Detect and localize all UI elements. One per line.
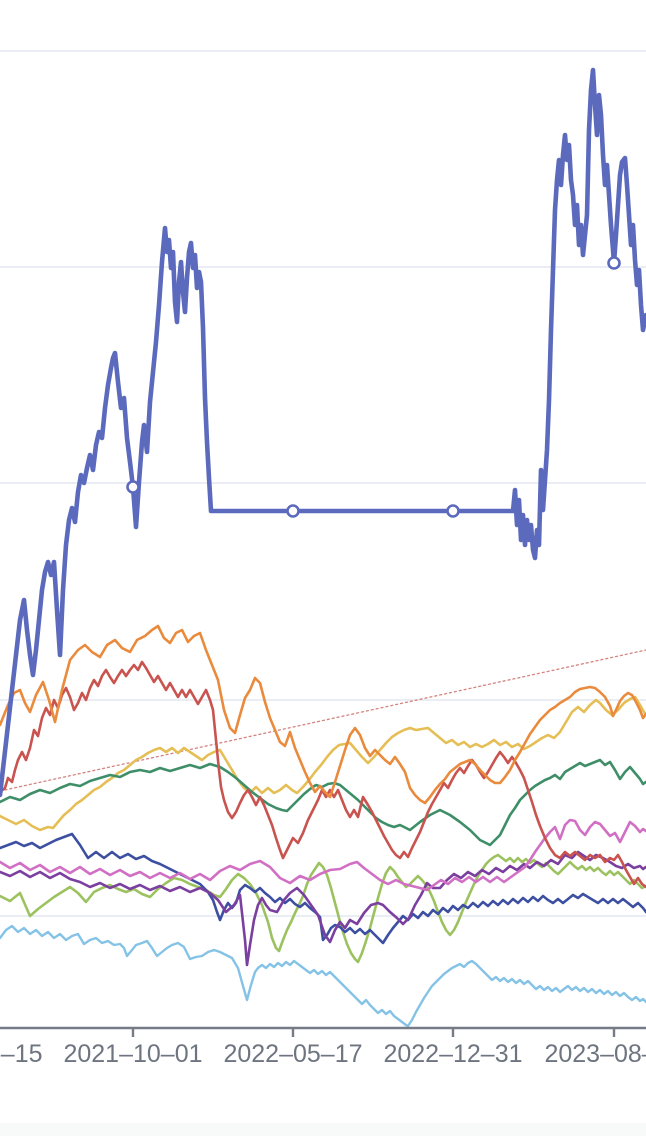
data-point-marker[interactable] (286, 504, 300, 518)
series-yellow-green-line (0, 853, 646, 964)
series-mustard-yellow-line (0, 695, 646, 832)
footer-strip (0, 1123, 646, 1136)
series-sky-blue-line (0, 924, 646, 1028)
x-tick-label: 2022–12–31 (383, 1040, 522, 1068)
series-trend-dotted-line (0, 649, 646, 792)
series-orange-line (0, 624, 646, 805)
x-tick-label: 2021–02–15 (0, 1040, 43, 1068)
series-magenta-line (0, 818, 646, 892)
data-point-marker[interactable] (607, 256, 621, 270)
series-purple-line (0, 850, 646, 967)
x-tick-label: 2023–08–16 (544, 1040, 646, 1068)
series-navy-thin-line (0, 832, 646, 945)
x-tick-label: 2021–10–01 (63, 1040, 202, 1068)
data-point-marker[interactable] (446, 504, 460, 518)
data-point-marker[interactable] (126, 480, 140, 494)
series-main-blue-line (0, 67, 646, 798)
x-tick-label: 2022–05–17 (223, 1040, 362, 1068)
series-brick-red-line (0, 660, 646, 889)
series-green-line (0, 758, 646, 847)
